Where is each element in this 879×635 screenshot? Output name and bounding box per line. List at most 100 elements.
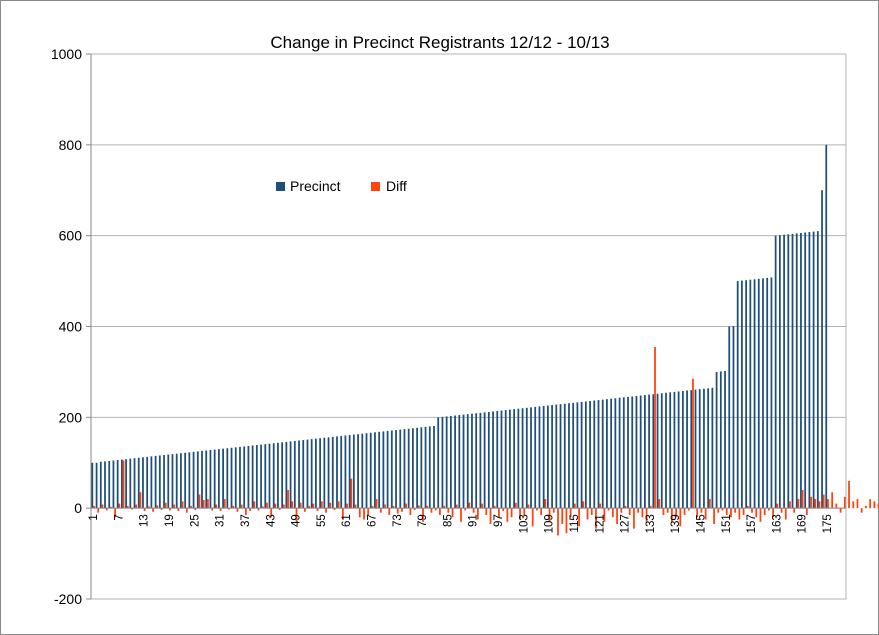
bar-diff xyxy=(358,508,361,518)
x-tick-label: 25 xyxy=(189,514,201,527)
bar-precinct xyxy=(369,432,372,509)
bar-diff xyxy=(633,508,635,529)
bar-precinct xyxy=(568,403,570,509)
bar-diff xyxy=(211,508,214,511)
bar-precinct xyxy=(652,394,655,509)
bar-precinct xyxy=(665,392,667,509)
bar-diff xyxy=(708,499,711,509)
bar-diff xyxy=(713,508,715,525)
bar-precinct xyxy=(753,279,756,509)
bar-precinct xyxy=(108,460,111,509)
bar-precinct xyxy=(302,440,305,509)
bar-precinct xyxy=(644,395,646,509)
bar-precinct xyxy=(572,402,575,509)
bar-precinct xyxy=(433,425,435,509)
bar-diff xyxy=(455,504,458,509)
x-tick-label: 145 xyxy=(696,514,708,533)
bar-diff xyxy=(856,499,859,509)
bar-diff xyxy=(805,508,808,515)
bar-precinct xyxy=(399,429,402,509)
bar-diff xyxy=(299,502,302,509)
bar-diff xyxy=(603,508,606,522)
bar-precinct xyxy=(787,234,790,509)
bar-diff xyxy=(536,508,538,511)
bar-precinct xyxy=(563,403,566,509)
bar-precinct xyxy=(441,416,444,509)
bar-diff xyxy=(110,506,112,509)
bar-precinct xyxy=(395,430,397,509)
bar-precinct xyxy=(361,433,364,509)
bar-diff xyxy=(447,508,450,513)
bar-diff xyxy=(147,506,150,509)
bar-diff xyxy=(700,508,703,513)
bar-precinct xyxy=(686,390,688,509)
bar-precinct xyxy=(513,409,516,509)
bar-diff xyxy=(654,346,656,509)
bar-precinct xyxy=(112,460,115,509)
bar-diff xyxy=(291,501,294,509)
bar-diff xyxy=(552,508,555,513)
bar-diff xyxy=(476,508,479,520)
x-tick-label: 97 xyxy=(493,514,505,527)
bar-diff xyxy=(573,503,576,509)
bar-diff xyxy=(270,508,273,518)
bar-diff xyxy=(198,494,201,509)
bar-precinct xyxy=(774,235,777,509)
bar-precinct xyxy=(703,388,705,509)
bar-diff xyxy=(746,505,749,509)
bar-precinct xyxy=(711,387,714,509)
bar-precinct xyxy=(390,430,393,509)
bar-diff xyxy=(405,503,408,509)
bar-precinct xyxy=(285,441,288,509)
bar-precinct xyxy=(593,400,596,509)
bar-precinct xyxy=(694,389,697,509)
bar-precinct xyxy=(158,455,161,509)
x-tick-label: 103 xyxy=(518,514,530,533)
y-tick-label: 600 xyxy=(59,228,83,244)
bar-precinct xyxy=(517,408,520,509)
bar-precinct xyxy=(116,460,119,509)
bar-diff xyxy=(295,508,298,522)
x-tick-label: 91 xyxy=(468,514,480,527)
bar-diff xyxy=(223,499,226,509)
bar-diff xyxy=(620,508,623,513)
x-tick-label: 139 xyxy=(670,514,682,533)
bar-precinct xyxy=(707,388,710,509)
x-tick-label: 121 xyxy=(594,514,606,533)
bar-diff xyxy=(742,508,745,515)
x-tick-label: 55 xyxy=(316,514,328,527)
bar-diff xyxy=(531,508,534,527)
bar-diff xyxy=(666,508,669,513)
bar-diff xyxy=(755,508,758,518)
bar-diff xyxy=(439,508,441,515)
bar-precinct xyxy=(736,281,739,509)
bar-diff xyxy=(190,505,192,509)
bar-diff xyxy=(126,505,129,509)
bar-diff xyxy=(375,499,378,509)
bar-diff xyxy=(320,501,323,509)
bar-diff xyxy=(177,508,180,511)
bar-precinct xyxy=(614,398,617,509)
bar-precinct xyxy=(218,449,220,509)
bar-diff xyxy=(101,504,104,509)
bar-diff xyxy=(751,508,753,513)
y-tick-label: 200 xyxy=(59,409,83,425)
bar-precinct xyxy=(344,435,347,509)
bar-precinct xyxy=(795,233,798,509)
bars xyxy=(91,144,879,536)
x-tick-label: 1 xyxy=(88,514,100,520)
bar-diff xyxy=(278,508,281,510)
bar-precinct xyxy=(340,435,343,509)
bar-precinct xyxy=(310,439,313,509)
bar-diff xyxy=(848,480,850,509)
x-tick-label: 43 xyxy=(265,514,277,527)
bar-diff xyxy=(236,508,239,512)
bar-precinct xyxy=(677,391,680,509)
bar-precinct xyxy=(749,279,752,509)
bar-precinct xyxy=(610,398,613,509)
bar-diff xyxy=(253,501,256,509)
bar-diff xyxy=(772,508,774,518)
bar-precinct xyxy=(449,415,452,509)
chart-title: Change in Precinct Registrants 12/12 - 1… xyxy=(270,33,609,52)
bar-diff xyxy=(367,508,370,515)
